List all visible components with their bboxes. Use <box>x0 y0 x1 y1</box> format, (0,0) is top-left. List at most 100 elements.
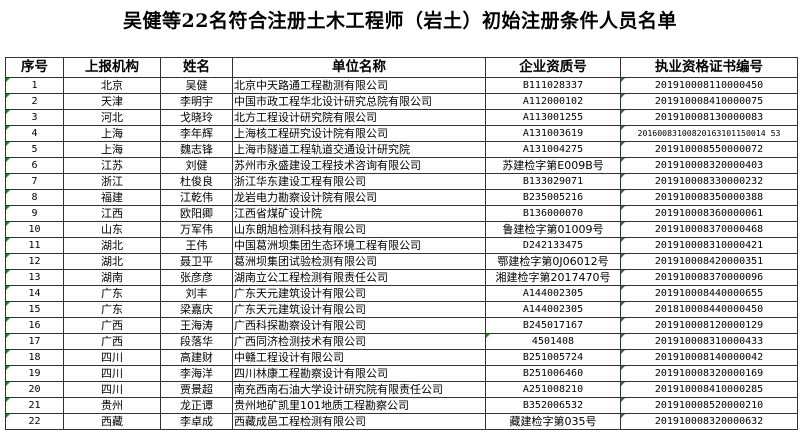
cell-qualification-no: 4501408 <box>485 333 621 350</box>
cell-reporting-agency: 广东 <box>63 285 161 302</box>
cell-company: 上海市隧道工程轨道交通设计研究院 <box>232 141 486 158</box>
cell-name: 张彦彦 <box>160 269 233 286</box>
cell-reporting-agency: 广西 <box>63 333 161 350</box>
cell-company: 广东天元建筑设计有限公司 <box>232 301 486 318</box>
cell-index: 8 <box>5 189 64 206</box>
cell-qualification-no: B136000070 <box>485 205 621 222</box>
cell-reporting-agency: 天津 <box>63 93 161 110</box>
cell-reporting-agency: 广东 <box>63 301 161 318</box>
cell-reporting-agency: 江苏 <box>63 157 161 174</box>
cell-company: 北京中天路通工程勘测有限公司 <box>232 77 486 94</box>
cell-reporting-agency: 湖北 <box>63 253 161 270</box>
table-row: 16 广西 王海涛 广西科探勘察设计有限公司 B245017167 20191000812… <box>5 317 798 334</box>
table-row: 17 广西 段落华 广西同济检测技术有限公司 4501408 20191000831000… <box>5 333 798 350</box>
cell-name: 段落华 <box>160 333 233 350</box>
cell-name: 杜俊良 <box>160 173 233 190</box>
cell-reporting-agency: 四川 <box>63 349 161 366</box>
cell-index: 20 <box>5 381 64 398</box>
header-index: 序号 <box>5 57 64 78</box>
cell-index: 15 <box>5 301 64 318</box>
cell-qualification-no: B251005724 <box>485 349 621 366</box>
cell-qualification-no: 苏建检字第E009B号 <box>485 157 621 174</box>
cell-certificate-no: 201910008310000421 <box>620 237 798 254</box>
cell-name: 魏志锋 <box>160 141 233 158</box>
cell-name: 梁嘉庆 <box>160 301 233 318</box>
cell-certificate-no: 20160083100820163101150014 53 <box>620 125 798 142</box>
cell-certificate-no: 201910008130000083 <box>620 109 798 126</box>
cell-reporting-agency: 上海 <box>63 141 161 158</box>
table-row: 22 西藏 李卓成 西藏成邑工程检测有限公司 藏建检字第035号 201910008320… <box>5 413 798 430</box>
cell-index: 18 <box>5 349 64 366</box>
table-row: 2 天津 李明宇 中国市政工程华北设计研究总院有限公司 A112000102 201910… <box>5 93 798 110</box>
cell-certificate-no: 201910008120000129 <box>620 317 798 334</box>
table-row: 12 湖北 聂卫平 葛洲坝集团试验检测有限公司 鄂建检字第0J06012号 2019100… <box>5 253 798 270</box>
cell-qualification-no: 藏建检字第035号 <box>485 413 621 430</box>
cell-company: 西藏成邑工程检测有限公司 <box>232 413 486 430</box>
table-row: 13 湖南 张彦彦 湖南立公工程检测有限责任公司 湘建检字第2017470号 201910… <box>5 269 798 286</box>
cell-index: 14 <box>5 285 64 302</box>
cell-name: 刘丰 <box>160 285 233 302</box>
cell-certificate-no: 201910008110000450 <box>620 77 798 94</box>
header-row: 序号 上报机构 姓名 单位名称 企业资质号 执业资格证书编号 <box>5 57 798 78</box>
cell-name: 李卓成 <box>160 413 233 430</box>
cell-qualification-no: 鄂建检字第0J06012号 <box>485 253 621 270</box>
cell-index: 17 <box>5 333 64 350</box>
cell-company: 江西省煤矿设计院 <box>232 205 486 222</box>
table-row: 6 江苏 刘健 苏州市永盛建设工程技术咨询有限公司 苏建检字第E009B号 2019100… <box>5 157 798 174</box>
cell-reporting-agency: 福建 <box>63 189 161 206</box>
table-row: 8 福建 江乾伟 龙岩电力勘察设计院有限公司 B235005216 20191000835… <box>5 189 798 206</box>
cell-name: 李海洋 <box>160 365 233 382</box>
cell-name: 江乾伟 <box>160 189 233 206</box>
header-certificate-no: 执业资格证书编号 <box>620 57 798 78</box>
table-row: 14 广东 刘丰 广东天元建筑设计有限公司 A144002305 201910008440… <box>5 285 798 302</box>
cell-certificate-no: 201910008370000468 <box>620 221 798 238</box>
cell-certificate-no: 201910008420000351 <box>620 253 798 270</box>
table-row: 3 河北 戈晓玲 北方工程设计研究院有限公司 A113001255 20191000813… <box>5 109 798 126</box>
cell-name: 刘健 <box>160 157 233 174</box>
cell-reporting-agency: 湖南 <box>63 269 161 286</box>
cell-name: 王海涛 <box>160 317 233 334</box>
cell-reporting-agency: 四川 <box>63 381 161 398</box>
cell-certificate-no: 201910008350000388 <box>620 189 798 206</box>
cell-company: 四川林康工程勘察设计有限公司 <box>232 365 486 382</box>
cell-certificate-no: 201910008440000655 <box>620 285 798 302</box>
cell-company: 葛洲坝集团试验检测有限公司 <box>232 253 486 270</box>
cell-company: 中赣工程设计有限公司 <box>232 349 486 366</box>
cell-index: 7 <box>5 173 64 190</box>
cell-company: 贵州地矿凯里101地质工程勘察公司 <box>232 397 486 414</box>
cell-index: 1 <box>5 77 64 94</box>
cell-name: 李明宇 <box>160 93 233 110</box>
cell-reporting-agency: 广西 <box>63 317 161 334</box>
cell-name: 李年辉 <box>160 125 233 142</box>
cell-name: 万军伟 <box>160 221 233 238</box>
cell-certificate-no: 201910008140000042 <box>620 349 798 366</box>
cell-company: 中国葛洲坝集团生态环境工程有限公司 <box>232 237 486 254</box>
cell-company: 南充西南石油大学设计研究院有限责任公司 <box>232 381 486 398</box>
cell-company: 广西同济检测技术有限公司 <box>232 333 486 350</box>
cell-qualification-no: A113001255 <box>485 109 621 126</box>
header-company: 单位名称 <box>232 57 486 78</box>
cell-index: 4 <box>5 125 64 142</box>
cell-certificate-no: 201910008550000072 <box>620 141 798 158</box>
cell-company: 广东天元建筑设计有限公司 <box>232 285 486 302</box>
cell-index: 9 <box>5 205 64 222</box>
page-title: 吴健等22名符合注册土木工程师（岩土）初始注册条件人员名单 <box>123 10 677 32</box>
cell-company: 苏州市永盛建设工程技术咨询有限公司 <box>232 157 486 174</box>
cell-certificate-no: 201910008320000169 <box>620 365 798 382</box>
cell-company: 山东朗旭检测科技有限公司 <box>232 221 486 238</box>
cell-index: 10 <box>5 221 64 238</box>
cell-company: 上海核工程研究设计院有限公司 <box>232 125 486 142</box>
table-row: 10 山东 万军伟 山东朗旭检测科技有限公司 鲁建检字第01009号 2019100083… <box>5 221 798 238</box>
cell-qualification-no: B133029071 <box>485 173 621 190</box>
cell-index: 5 <box>5 141 64 158</box>
cell-qualification-no: D242133475 <box>485 237 621 254</box>
table-row: 5 上海 魏志锋 上海市隧道工程轨道交通设计研究院 A131004275 20191000… <box>5 141 798 158</box>
header-qualification-no: 企业资质号 <box>485 57 621 78</box>
table-row: 20 四川 贾景超 南充西南石油大学设计研究院有限责任公司 A251008210 2019… <box>5 381 798 398</box>
table-row: 11 湖北 王伟 中国葛洲坝集团生态环境工程有限公司 D242133475 2019100… <box>5 237 798 254</box>
cell-reporting-agency: 西藏 <box>63 413 161 430</box>
cell-index: 13 <box>5 269 64 286</box>
cell-certificate-no: 201910008320000632 <box>620 413 798 430</box>
cell-reporting-agency: 北京 <box>63 77 161 94</box>
cell-qualification-no: A251008210 <box>485 381 621 398</box>
